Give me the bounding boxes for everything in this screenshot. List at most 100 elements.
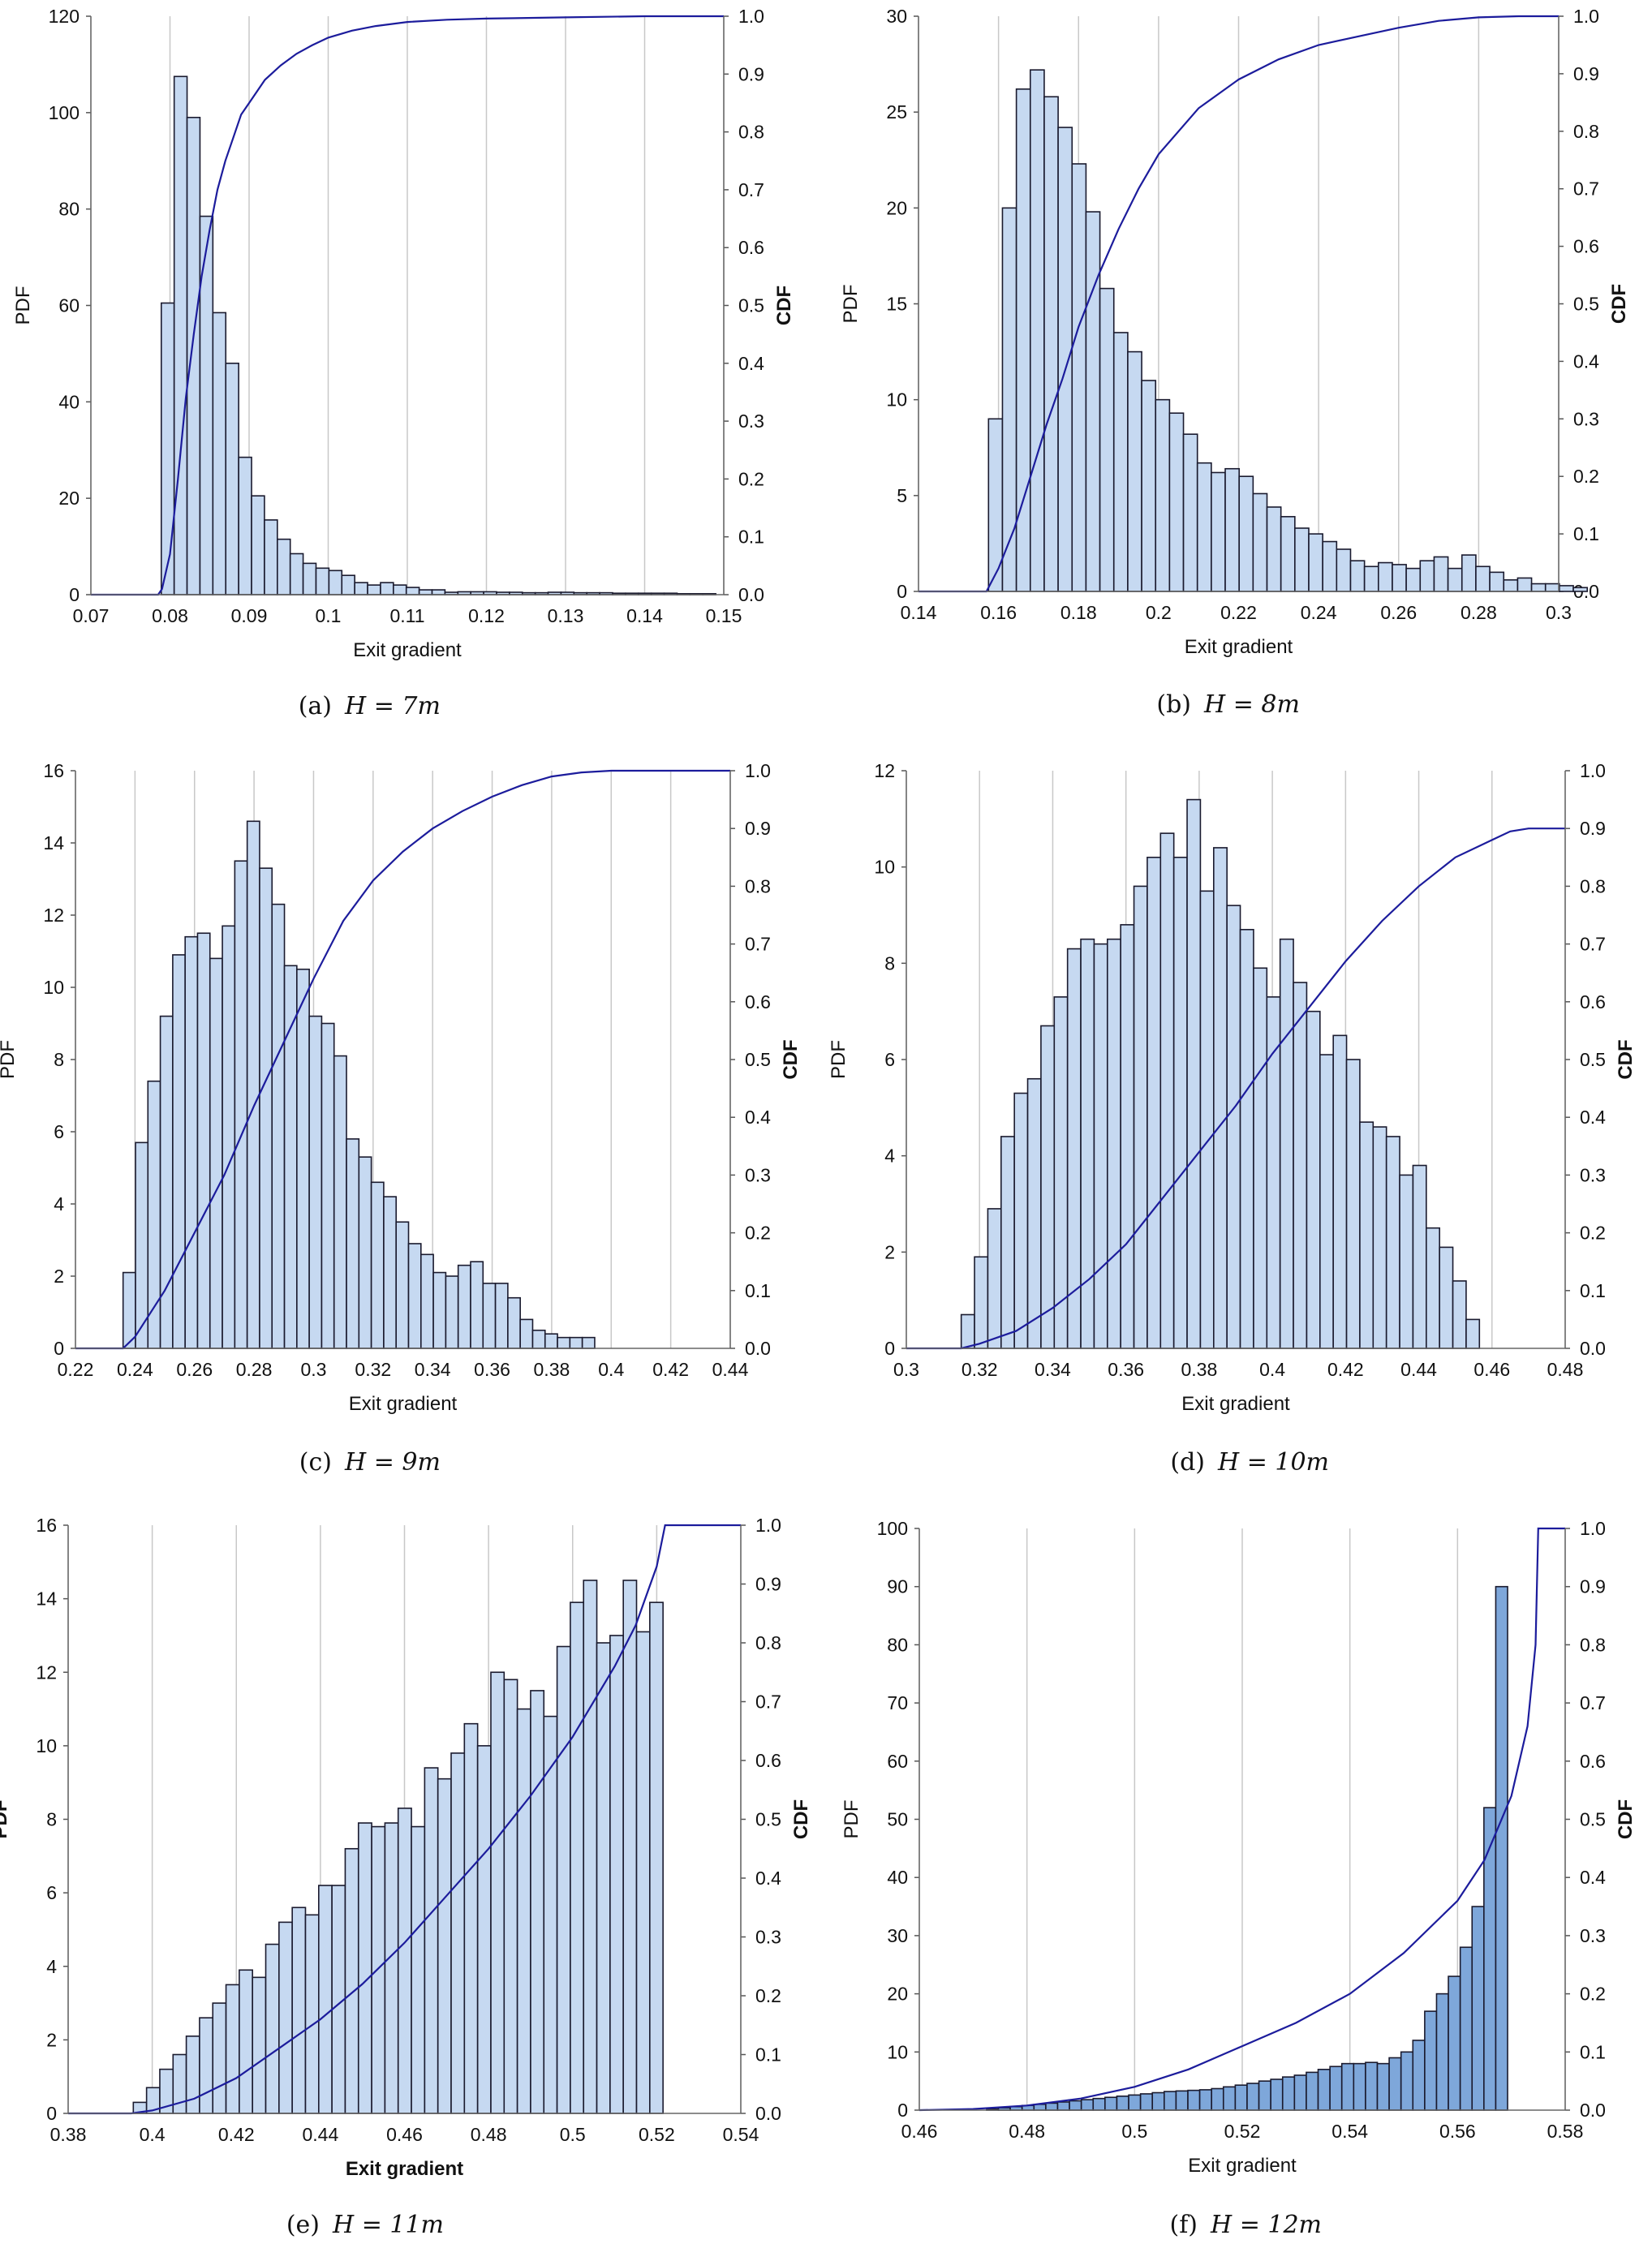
pdf-bar xyxy=(1308,533,1323,592)
y-tick-label: 8 xyxy=(884,952,895,974)
pdf-bar xyxy=(212,2002,227,2114)
x-tick-label: 0.34 xyxy=(1035,1359,1071,1380)
x-tick-label: 0.28 xyxy=(236,1359,273,1380)
pdf-bar xyxy=(1196,462,1212,592)
pdf-bar xyxy=(271,903,286,1349)
pdf-bar xyxy=(1053,996,1069,1349)
panel-caption-prefix: (a) xyxy=(299,692,332,720)
pdf-bar xyxy=(1199,890,1215,1349)
pdf-bar xyxy=(544,1333,558,1349)
pdf-bar xyxy=(358,1156,372,1349)
y-tick-label: 6 xyxy=(46,1882,57,1903)
y-tick-label: 20 xyxy=(58,488,80,509)
cdf-line xyxy=(91,15,724,596)
y2-tick-label: 0.5 xyxy=(738,295,764,316)
y2-axis-label: CDF xyxy=(1608,284,1630,324)
pdf-bar xyxy=(1376,2062,1390,2111)
x-tick-label: 0.38 xyxy=(50,2124,87,2145)
pdf-bar xyxy=(225,1984,240,2114)
y2-tick-label: 1.0 xyxy=(1580,1518,1606,1539)
pdf-bar xyxy=(622,1580,638,2114)
pdf-bar xyxy=(328,570,343,595)
x-tick-label: 0.14 xyxy=(901,602,937,623)
x-tick-label: 0.52 xyxy=(639,2124,675,2145)
pdf-bar xyxy=(1092,2097,1106,2111)
x-tick-label: 0.48 xyxy=(1009,2121,1045,2142)
y2-tick-label: 0.3 xyxy=(1573,408,1599,429)
pdf-bar xyxy=(987,1208,1002,1349)
pdf-bar xyxy=(1226,905,1241,1349)
y2-tick-label: 0.7 xyxy=(1573,178,1599,200)
y2-tick-label: 0.2 xyxy=(755,1985,781,2006)
x-tick-label: 0.24 xyxy=(1301,602,1337,623)
y-tick-label: 80 xyxy=(58,199,80,220)
pdf-bar xyxy=(212,312,227,595)
cdf-line xyxy=(918,1527,1565,2112)
pdf-bar xyxy=(1106,938,1121,1349)
pdf-bar xyxy=(259,867,273,1349)
pdf-bar xyxy=(1186,798,1202,1349)
pdf-bar xyxy=(1120,924,1135,1349)
y-tick-label: 40 xyxy=(58,391,80,412)
pdf-bar xyxy=(1412,2040,1426,2111)
pdf-bar xyxy=(1419,560,1435,592)
cdf-line xyxy=(75,769,730,1350)
x-tick-label: 0.12 xyxy=(468,605,505,626)
pdf-bar xyxy=(1234,2084,1248,2111)
pdf-bar xyxy=(1349,560,1366,592)
pdf-bar xyxy=(1459,1946,1473,2111)
pdf-bar xyxy=(1168,412,1185,592)
y2-tick-label: 0.6 xyxy=(1573,236,1599,257)
pdf-bar xyxy=(1317,2069,1331,2111)
y-axis-label: PDF xyxy=(0,1040,19,1079)
panel-a: 0.07 0.08 0.09 0.1 0.11 0.12 0.13 0.14 0.15 0 20 40… xyxy=(12,6,795,720)
pdf-bar xyxy=(1405,567,1422,592)
panel-caption-variable: H = 9m xyxy=(344,1448,441,1477)
pdf-bar xyxy=(367,584,381,595)
y2-tick-label: 0.4 xyxy=(1580,1867,1606,1888)
panel-caption-variable: H = 7m xyxy=(344,692,441,720)
y2-tick-label: 0.0 xyxy=(745,1338,771,1359)
y-tick-label: 40 xyxy=(887,1867,908,1888)
pdf-bar xyxy=(411,1825,426,2114)
pdf-bar xyxy=(463,1722,479,2114)
pdf-bar xyxy=(1377,561,1393,592)
y-tick-label: 25 xyxy=(886,101,907,123)
pdf-bar xyxy=(209,957,223,1349)
pdf-bar xyxy=(1426,1227,1440,1349)
pdf-bar xyxy=(1392,564,1407,592)
y2-tick-label: 0.9 xyxy=(755,1574,781,1595)
pdf-bar xyxy=(277,538,291,595)
pdf-bar xyxy=(437,1778,452,2114)
x-tick-label: 0.22 xyxy=(58,1359,94,1380)
y-tick-label: 8 xyxy=(46,1809,57,1830)
y2-tick-label: 0.4 xyxy=(755,1868,781,1889)
pdf-bar xyxy=(222,925,236,1349)
y2-tick-label: 0.8 xyxy=(1580,875,1606,896)
y-tick-label: 15 xyxy=(886,294,907,315)
y2-tick-label: 0.0 xyxy=(755,2103,781,2124)
pdf-bar xyxy=(974,1256,989,1349)
pdf-bar xyxy=(1258,2080,1271,2111)
pdf-bar xyxy=(1043,96,1059,592)
pdf-bar xyxy=(557,1336,571,1349)
pdf-bar xyxy=(1198,2089,1212,2111)
y2-tick-label: 0.3 xyxy=(755,1927,781,1948)
y2-tick-label: 0.4 xyxy=(745,1107,771,1128)
pdf-bar xyxy=(251,495,265,595)
pdf-bar xyxy=(1516,577,1533,592)
y-tick-label: 4 xyxy=(884,1146,895,1167)
y-tick-label: 60 xyxy=(58,295,80,316)
y2-axis-label: CDF xyxy=(1615,1039,1637,1079)
pdf-bar xyxy=(530,1690,545,2114)
pdf-bar xyxy=(1495,1585,1508,2111)
pdf-bar xyxy=(380,582,394,595)
pdf-bar xyxy=(1000,1136,1015,1349)
x-tick-label: 0.09 xyxy=(231,605,268,626)
pdf-bar xyxy=(357,1822,372,2114)
x-tick-label: 0.36 xyxy=(1108,1359,1144,1380)
y2-tick-label: 0.6 xyxy=(738,237,764,258)
pdf-bar xyxy=(1112,332,1129,592)
pdf-bar xyxy=(1336,548,1352,592)
pdf-bar xyxy=(1530,582,1547,592)
